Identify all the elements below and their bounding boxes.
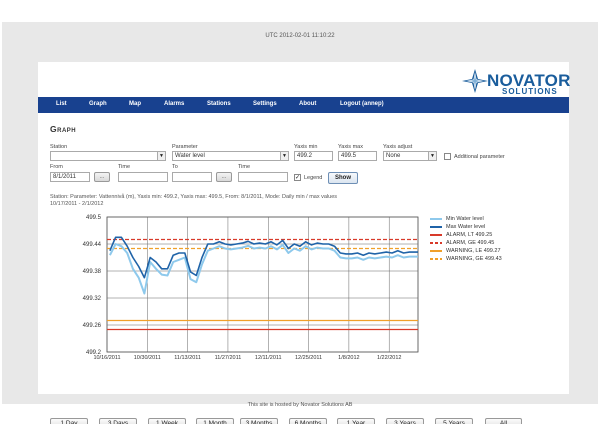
show-button[interactable]: Show [328,172,358,184]
ymin-label: Yaxis min [294,144,318,150]
legend-label: Max Water level [446,224,486,230]
yadjust-label: Yaxis adjust [383,144,413,150]
x-tick-label: 10/30/2011 [134,355,161,361]
calendar-button[interactable]: ... [94,172,110,182]
main-nav: List Graph Map Alarms Stations Settings … [38,97,569,113]
legend-label: Legend [304,175,323,181]
series-line [109,236,418,279]
station-label: Station [50,144,68,150]
additional-parameter-checkbox[interactable] [444,153,451,160]
station-select[interactable]: ▼ [50,151,166,161]
station-info: Station: Parameter: Vattennivå (m), Yaxi… [50,194,338,200]
nav-item-about[interactable]: About [299,101,317,107]
chevron-down-icon: ▼ [157,152,165,160]
x-tick-label: 11/27/2011 [215,355,242,361]
nav-item-settings[interactable]: Settings [253,101,277,107]
utc-timestamp: UTC 2012-02-01 11:10:22 [265,33,335,39]
from-date-input[interactable]: 8/1/2011 [50,172,90,182]
range-button[interactable]: All [485,418,522,424]
nav-item-logout[interactable]: Logout (annep) [340,101,384,107]
legend-swatch [430,258,442,260]
logo-wordmark: NOVATOR [487,71,571,90]
page-title: Graph [50,124,77,134]
y-tick-label: 499.2 [86,350,102,356]
page-background: UTC 2012-02-01 11:10:22 NOVATOR SOLUTION… [2,22,598,424]
x-tick-label: 1/8/2012 [338,355,359,361]
to-time-input[interactable] [238,172,288,182]
range-button[interactable]: 6 Months [289,418,327,424]
x-tick-label: 12/11/2011 [255,355,282,361]
logo-subtitle: SOLUTIONS [502,87,558,96]
chevron-down-icon: ▼ [428,152,436,160]
yadjust-select[interactable]: None ▼ [383,151,437,161]
legend-swatch [430,218,442,220]
from-time-input[interactable] [118,172,168,182]
legend-swatch [430,250,442,252]
y-tick-label: 499.38 [83,269,102,275]
footer: This site is hosted by Novator Solutions… [247,402,353,408]
legend-checkbox[interactable]: ✓ [294,174,301,181]
legend-swatch [430,226,442,228]
compass-star-icon [462,69,488,93]
legend-swatch [430,242,442,244]
x-tick-label: 10/16/2011 [93,355,120,361]
nav-item-stations[interactable]: Stations [207,101,231,107]
range-button[interactable]: 3 Days [99,418,137,424]
x-tick-label: 11/13/2011 [174,355,201,361]
time2-label: Time [238,164,251,170]
nav-item-alarms[interactable]: Alarms [164,101,185,107]
x-tick-label: 12/25/2011 [295,355,322,361]
additional-parameter-label: Additional parameter [454,154,505,160]
parameter-label: Parameter [172,144,198,150]
from-label: From [50,164,63,170]
nav-item-list[interactable]: List [56,101,67,107]
series-line [109,243,418,295]
to-label: To [172,164,178,170]
water-level-chart: 499.2 499.26 499.32 499.38 499.44 499.5 10/16/… [83,215,419,361]
y-tick-label: 499.5 [86,215,102,221]
nav-item-map[interactable]: Map [129,101,141,107]
to-date-input[interactable] [172,172,212,182]
plot-area [106,216,419,353]
legend-swatch [430,234,442,236]
range-button[interactable]: 3 Years [386,418,424,424]
range-button[interactable]: 1 Day [50,418,88,424]
legend-label: WARNING, GE 499.43 [446,256,502,262]
chevron-down-icon: ▼ [280,152,288,160]
range-button[interactable]: 5 Years [435,418,473,424]
legend-label: Min Water level [446,216,484,222]
ymin-input[interactable]: 499.2 [294,151,333,161]
main-panel: NOVATOR SOLUTIONS List Graph Map Alarms … [38,62,570,424]
ymax-label: Yaxis max [338,144,363,150]
nav-item-graph[interactable]: Graph [89,101,107,107]
y-tick-label: 499.44 [83,242,102,248]
legend-label: ALARM, GE 499.45 [446,240,495,246]
range-button[interactable]: 1 Week [148,418,186,424]
y-tick-label: 499.26 [83,323,102,329]
range-button[interactable]: 3 Months [240,418,278,424]
date-range-text: 10/17/2011 - 2/1/2012 [50,201,104,207]
range-button[interactable]: 1 Month [196,418,234,424]
ymax-input[interactable]: 499.5 [338,151,377,161]
calendar-button[interactable]: ... [216,172,232,182]
range-button[interactable]: 1 Year [337,418,375,424]
legend-label: WARNING, LE 499.27 [446,248,501,254]
y-tick-label: 499.32 [83,296,102,302]
parameter-select[interactable]: Water level ▼ [172,151,289,161]
legend-label: ALARM, LT 499.25 [446,232,493,238]
x-tick-label: 1/22/2012 [377,355,401,361]
time-label: Time [118,164,131,170]
novator-logo: NOVATOR SOLUTIONS [462,68,570,98]
